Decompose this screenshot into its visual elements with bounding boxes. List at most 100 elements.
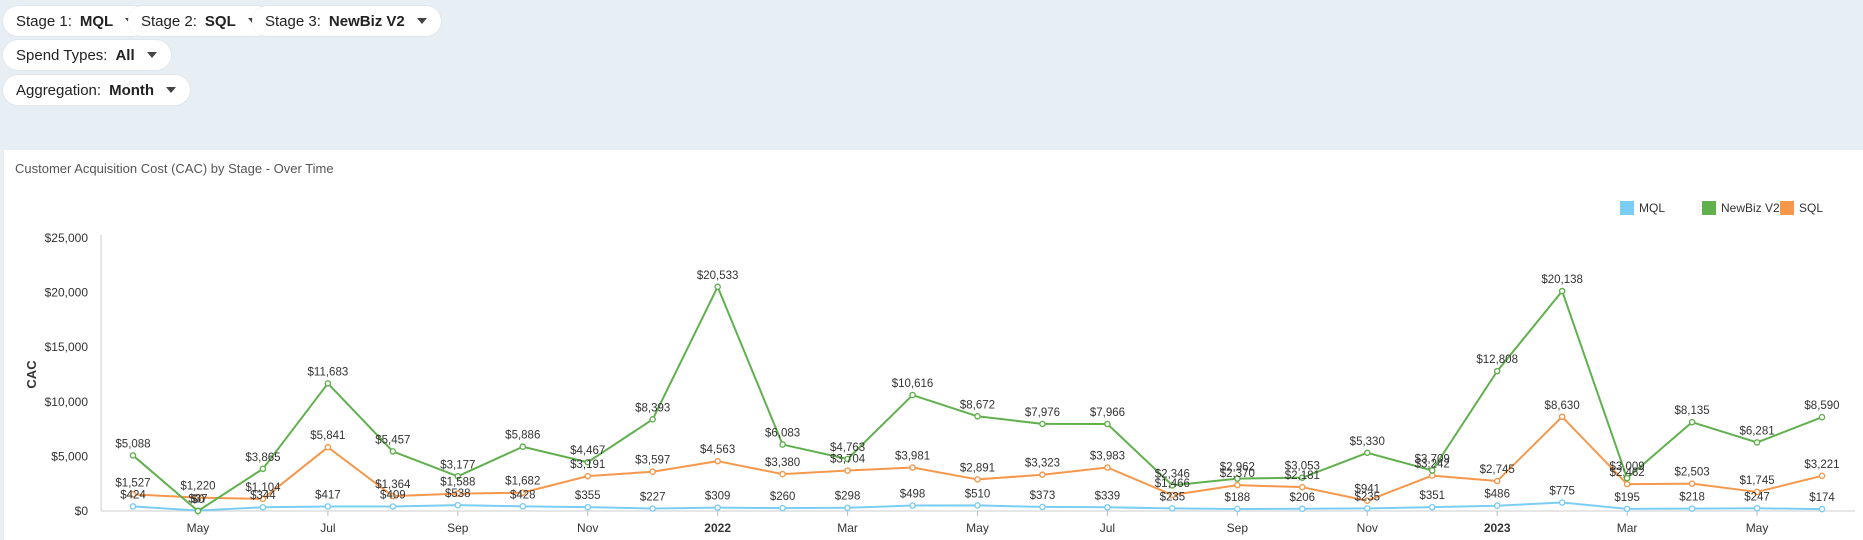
- mql-point: [844, 504, 851, 512]
- mql-point: [1039, 503, 1046, 511]
- newbiz-v2-data-label: $7,966: [1090, 407, 1125, 419]
- legend-swatch-newbiz-v2: [1702, 201, 1716, 215]
- newbiz-v2-point: [1558, 287, 1566, 295]
- stage3-dropdown[interactable]: Stage 3: NewBiz V2: [252, 6, 441, 36]
- newbiz-v2-data-label: $5,457: [375, 434, 410, 446]
- sql-point: [1234, 481, 1241, 489]
- newbiz-v2-data-label: $4,763: [830, 442, 865, 454]
- mql-data-label: $351: [1419, 490, 1445, 502]
- aggregation-value: Month: [109, 81, 155, 99]
- mql-point: [974, 502, 981, 509]
- mql-point: [1753, 505, 1761, 512]
- newbiz-v2-point: [584, 458, 592, 466]
- mql-data-label: $309: [705, 491, 731, 503]
- mql-point: [1688, 505, 1696, 512]
- sql-point: [259, 495, 267, 503]
- mql-data-label: $339: [1095, 490, 1121, 502]
- stage2-value: SQL: [204, 12, 236, 30]
- legend-label-newbiz-v2: NewBiz V2: [1721, 201, 1780, 215]
- x-tick-label: Sep: [447, 521, 469, 535]
- newbiz-v2-data-label: $4,467: [570, 445, 605, 457]
- newbiz-v2-point: [1104, 420, 1111, 428]
- stage3-value: NewBiz V2: [328, 12, 405, 30]
- data-labels: $424 $37 $344 $417 $409 $538 $428 $355 $227 $309 $…: [115, 270, 1839, 506]
- newbiz-v2-data-label: $10,616: [892, 378, 934, 390]
- spend-types-value: All: [115, 46, 135, 64]
- sql-data-label: $3,380: [765, 457, 800, 469]
- sql-data-label: $2,181: [1285, 470, 1320, 482]
- mql-data-label: $424: [120, 489, 146, 501]
- newbiz-v2-point: [1623, 474, 1631, 482]
- newbiz-v2-point: [129, 452, 137, 459]
- newbiz-v2-point: [1363, 449, 1371, 457]
- mql-point: [324, 503, 332, 510]
- chevron-down-icon: [146, 52, 157, 58]
- y-tick-label: $5,000: [51, 449, 88, 463]
- y-tick-label: $10,000: [45, 395, 89, 409]
- aggregation-dropdown[interactable]: Aggregation: Month: [3, 75, 191, 105]
- stage3-label: Stage 3:: [265, 12, 321, 30]
- mql-data-label: $195: [1614, 492, 1640, 504]
- spend-types-dropdown[interactable]: Spend Types: All: [3, 40, 171, 70]
- sql-data-label: $2,370: [1220, 468, 1255, 480]
- newbiz-v2-point: [844, 455, 851, 463]
- sql-point: [1169, 491, 1176, 499]
- newbiz-v2-point: [649, 416, 656, 423]
- mql-point: [1104, 503, 1111, 511]
- sql-point: [779, 470, 786, 478]
- sql-point: [389, 492, 397, 500]
- newbiz-v2-point: [1753, 439, 1761, 446]
- stage1-dropdown[interactable]: Stage 1: MQL: [3, 6, 150, 36]
- newbiz-v2-point: [779, 441, 786, 448]
- mql-data-label: $775: [1549, 486, 1575, 498]
- mql-point: [389, 503, 397, 510]
- chevron-down-icon: [166, 87, 177, 93]
- spend-types-label: Spend Types:: [16, 46, 108, 64]
- newbiz-v2-data-label: $8,590: [1804, 400, 1839, 412]
- sql-point: [1039, 471, 1046, 479]
- newbiz-v2-data-label: $5,886: [505, 430, 540, 442]
- sql-data-label: $2,462: [1610, 467, 1645, 479]
- sql-point: [1299, 483, 1306, 491]
- sql-point: [584, 472, 592, 480]
- mql-point: [1299, 505, 1306, 513]
- x-tick-label: Nov: [577, 521, 598, 535]
- sql-data-label: $1,745: [1739, 475, 1774, 487]
- newbiz-v2-point: [1039, 420, 1046, 428]
- x-tick-label: 2023: [1484, 521, 1511, 535]
- sql-point: [1363, 497, 1371, 505]
- legend-label-mql: MQL: [1639, 201, 1665, 215]
- newbiz-v2-point: [1428, 467, 1436, 474]
- mql-point: [259, 503, 267, 511]
- x-tick-label: Jul: [320, 521, 335, 535]
- sql-point: [1818, 472, 1826, 480]
- sql-point: [194, 494, 202, 501]
- mql-data-label: $298: [835, 491, 861, 503]
- newbiz-v2-point: [454, 473, 462, 480]
- newbiz-v2-point: [1234, 475, 1241, 482]
- sql-point: [1104, 464, 1111, 471]
- y-axis-title: CAC: [24, 360, 39, 389]
- sql-point: [714, 457, 721, 465]
- sql-point: [1688, 480, 1696, 487]
- chart-title: Customer Acquisition Cost (CAC) by Stage…: [15, 161, 334, 176]
- newbiz-v2-data-label: $5,330: [1350, 436, 1385, 448]
- y-tick-label: $25,000: [45, 231, 89, 245]
- sql-data-label: $3,221: [1804, 459, 1839, 471]
- mql-data-label: $373: [1030, 490, 1056, 502]
- sql-point: [844, 467, 851, 474]
- newbiz-v2-point: [389, 448, 397, 455]
- mql-data-label: $486: [1484, 489, 1510, 501]
- mql-data-label: $538: [445, 488, 471, 500]
- mql-point: [1493, 502, 1501, 509]
- legend[interactable]: MQL NewBiz V2 SQL: [1620, 201, 1823, 215]
- sql-data-label: $8,630: [1545, 400, 1580, 412]
- sql-point: [649, 468, 656, 476]
- stage1-label: Stage 1:: [16, 12, 72, 30]
- stage2-dropdown[interactable]: Stage 2: SQL: [128, 6, 272, 36]
- newbiz-v2-data-label: $7,976: [1025, 407, 1060, 419]
- newbiz-v2-data-label: $3,865: [245, 452, 280, 464]
- mql-point: [1428, 503, 1436, 511]
- sql-point: [1753, 488, 1761, 496]
- newbiz-v2-point: [194, 507, 202, 515]
